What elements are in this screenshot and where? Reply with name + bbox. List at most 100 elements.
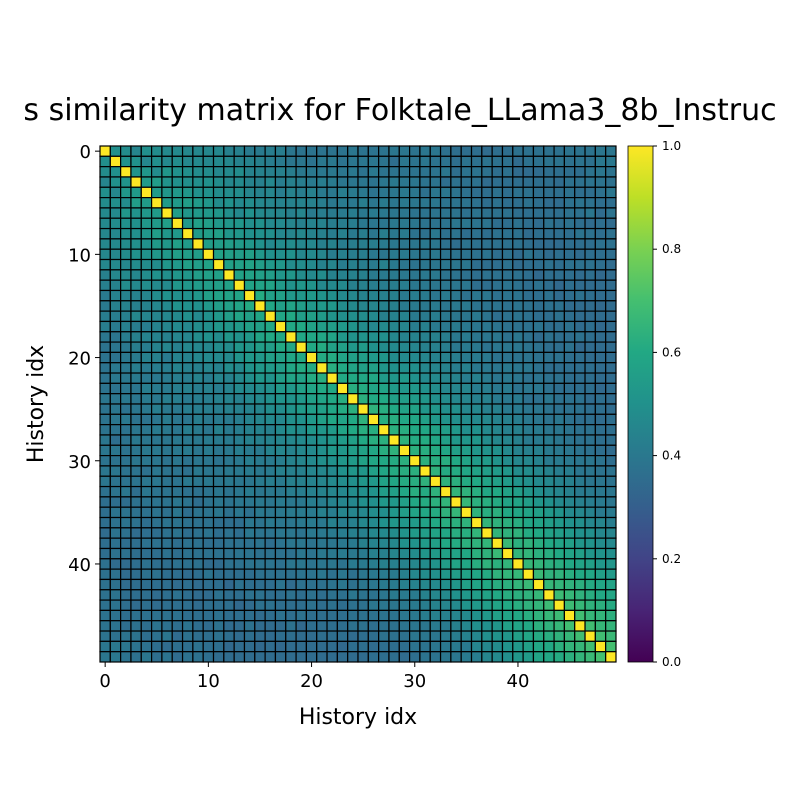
heatmap-cell: [419, 547, 431, 560]
heatmap-cell: [522, 475, 535, 488]
heatmap-cell: [233, 269, 246, 281]
heatmap-cell: [460, 547, 473, 560]
heatmap-cell: [532, 258, 545, 271]
heatmap-cell: [563, 620, 576, 632]
heatmap-cell: [584, 630, 596, 642]
heatmap-cell: [574, 589, 586, 601]
heatmap-cell: [481, 362, 493, 374]
heatmap-cell: [254, 341, 266, 353]
heatmap-cell: [388, 320, 400, 333]
heatmap-cell: [563, 516, 576, 529]
heatmap-cell: [120, 496, 132, 508]
heatmap-cell: [151, 248, 163, 261]
heatmap-cell: [171, 403, 184, 415]
heatmap-cell: [367, 475, 380, 488]
heatmap-cell: [120, 238, 132, 250]
heatmap-cell: [305, 372, 318, 384]
heatmap-cell: [563, 485, 576, 498]
heatmap-cell: [130, 310, 142, 323]
heatmap-cell: [223, 279, 235, 292]
heatmap-cell: [553, 485, 566, 498]
heatmap-cell: [347, 475, 359, 488]
heatmap-cell: [243, 496, 256, 508]
heatmap-cell: [522, 434, 535, 446]
heatmap-cell: [378, 269, 390, 281]
heatmap-cell: [233, 444, 246, 457]
heatmap-cell: [140, 558, 153, 570]
heatmap-cell: [481, 258, 493, 271]
heatmap-cell: [378, 207, 390, 219]
heatmap-cell: [522, 589, 535, 601]
heatmap-cell: [378, 289, 390, 302]
heatmap-cell: [336, 496, 349, 508]
heatmap-cell: [130, 166, 142, 178]
heatmap-cell: [120, 269, 132, 281]
heatmap-cell: [450, 403, 462, 415]
heatmap-cell: [264, 207, 277, 219]
heatmap-cell: [254, 630, 266, 642]
heatmap-cell: [563, 155, 576, 168]
heatmap-cell: [409, 186, 421, 199]
heatmap-cell: [378, 382, 390, 395]
heatmap-cell: [605, 320, 617, 333]
heatmap-cell: [233, 300, 246, 312]
heatmap-cell: [295, 589, 307, 601]
heatmap-cell: [470, 351, 483, 364]
heatmap-cell: [398, 258, 411, 271]
heatmap-cell: [563, 227, 576, 240]
heatmap-cell: [285, 620, 297, 632]
heatmap-cell: [192, 207, 204, 219]
heatmap-cell: [563, 372, 576, 384]
heatmap-cell: [439, 310, 452, 323]
heatmap-cell: [223, 155, 235, 168]
heatmap-cell: [285, 372, 297, 384]
heatmap-cell: [109, 300, 122, 312]
heatmap-cell: [181, 269, 194, 281]
heatmap-cell: [543, 393, 555, 405]
heatmap-cell: [233, 434, 246, 446]
heatmap-cell: [274, 506, 287, 519]
heatmap-cell: [233, 310, 246, 323]
heatmap-cell: [398, 630, 411, 642]
heatmap-cell: [419, 506, 431, 519]
heatmap-cell: [532, 620, 545, 632]
heatmap-cell: [285, 289, 297, 302]
heatmap-cell: [357, 341, 369, 353]
heatmap-cell: [409, 269, 421, 281]
heatmap-cell: [450, 362, 462, 374]
heatmap-cell: [243, 455, 256, 467]
heatmap-cell: [120, 589, 132, 601]
heatmap-cell: [120, 393, 132, 405]
heatmap-cell: [202, 155, 215, 168]
heatmap-cell: [347, 393, 359, 405]
heatmap-cell: [336, 393, 349, 405]
heatmap-cell: [429, 578, 442, 591]
heatmap-cell: [99, 207, 111, 219]
heatmap-cell: [305, 434, 318, 446]
heatmap-cell: [130, 351, 142, 364]
heatmap-cell: [491, 465, 504, 477]
heatmap-cell: [171, 455, 184, 467]
heatmap-cell: [470, 362, 483, 374]
heatmap-cell: [450, 166, 462, 178]
heatmap-cell: [264, 485, 277, 498]
heatmap-cell: [419, 413, 431, 426]
heatmap-cell: [233, 506, 246, 519]
heatmap-cell: [553, 320, 566, 333]
heatmap-cell: [563, 300, 576, 312]
heatmap-cell: [274, 166, 287, 178]
heatmap-cell: [367, 238, 380, 250]
heatmap-cell: [233, 197, 246, 209]
heatmap-cell: [388, 506, 400, 519]
heatmap-cell: [120, 197, 132, 209]
heatmap-cell: [439, 207, 452, 219]
heatmap-cell: [594, 424, 607, 436]
heatmap-cell: [223, 578, 235, 591]
heatmap-cell: [543, 258, 555, 271]
heatmap-cell: [419, 351, 431, 364]
heatmap-cell: [357, 485, 369, 498]
heatmap-cell: [336, 413, 349, 426]
heatmap-cell: [336, 475, 349, 488]
heatmap-cell: [450, 145, 462, 157]
heatmap-cell: [151, 197, 163, 209]
